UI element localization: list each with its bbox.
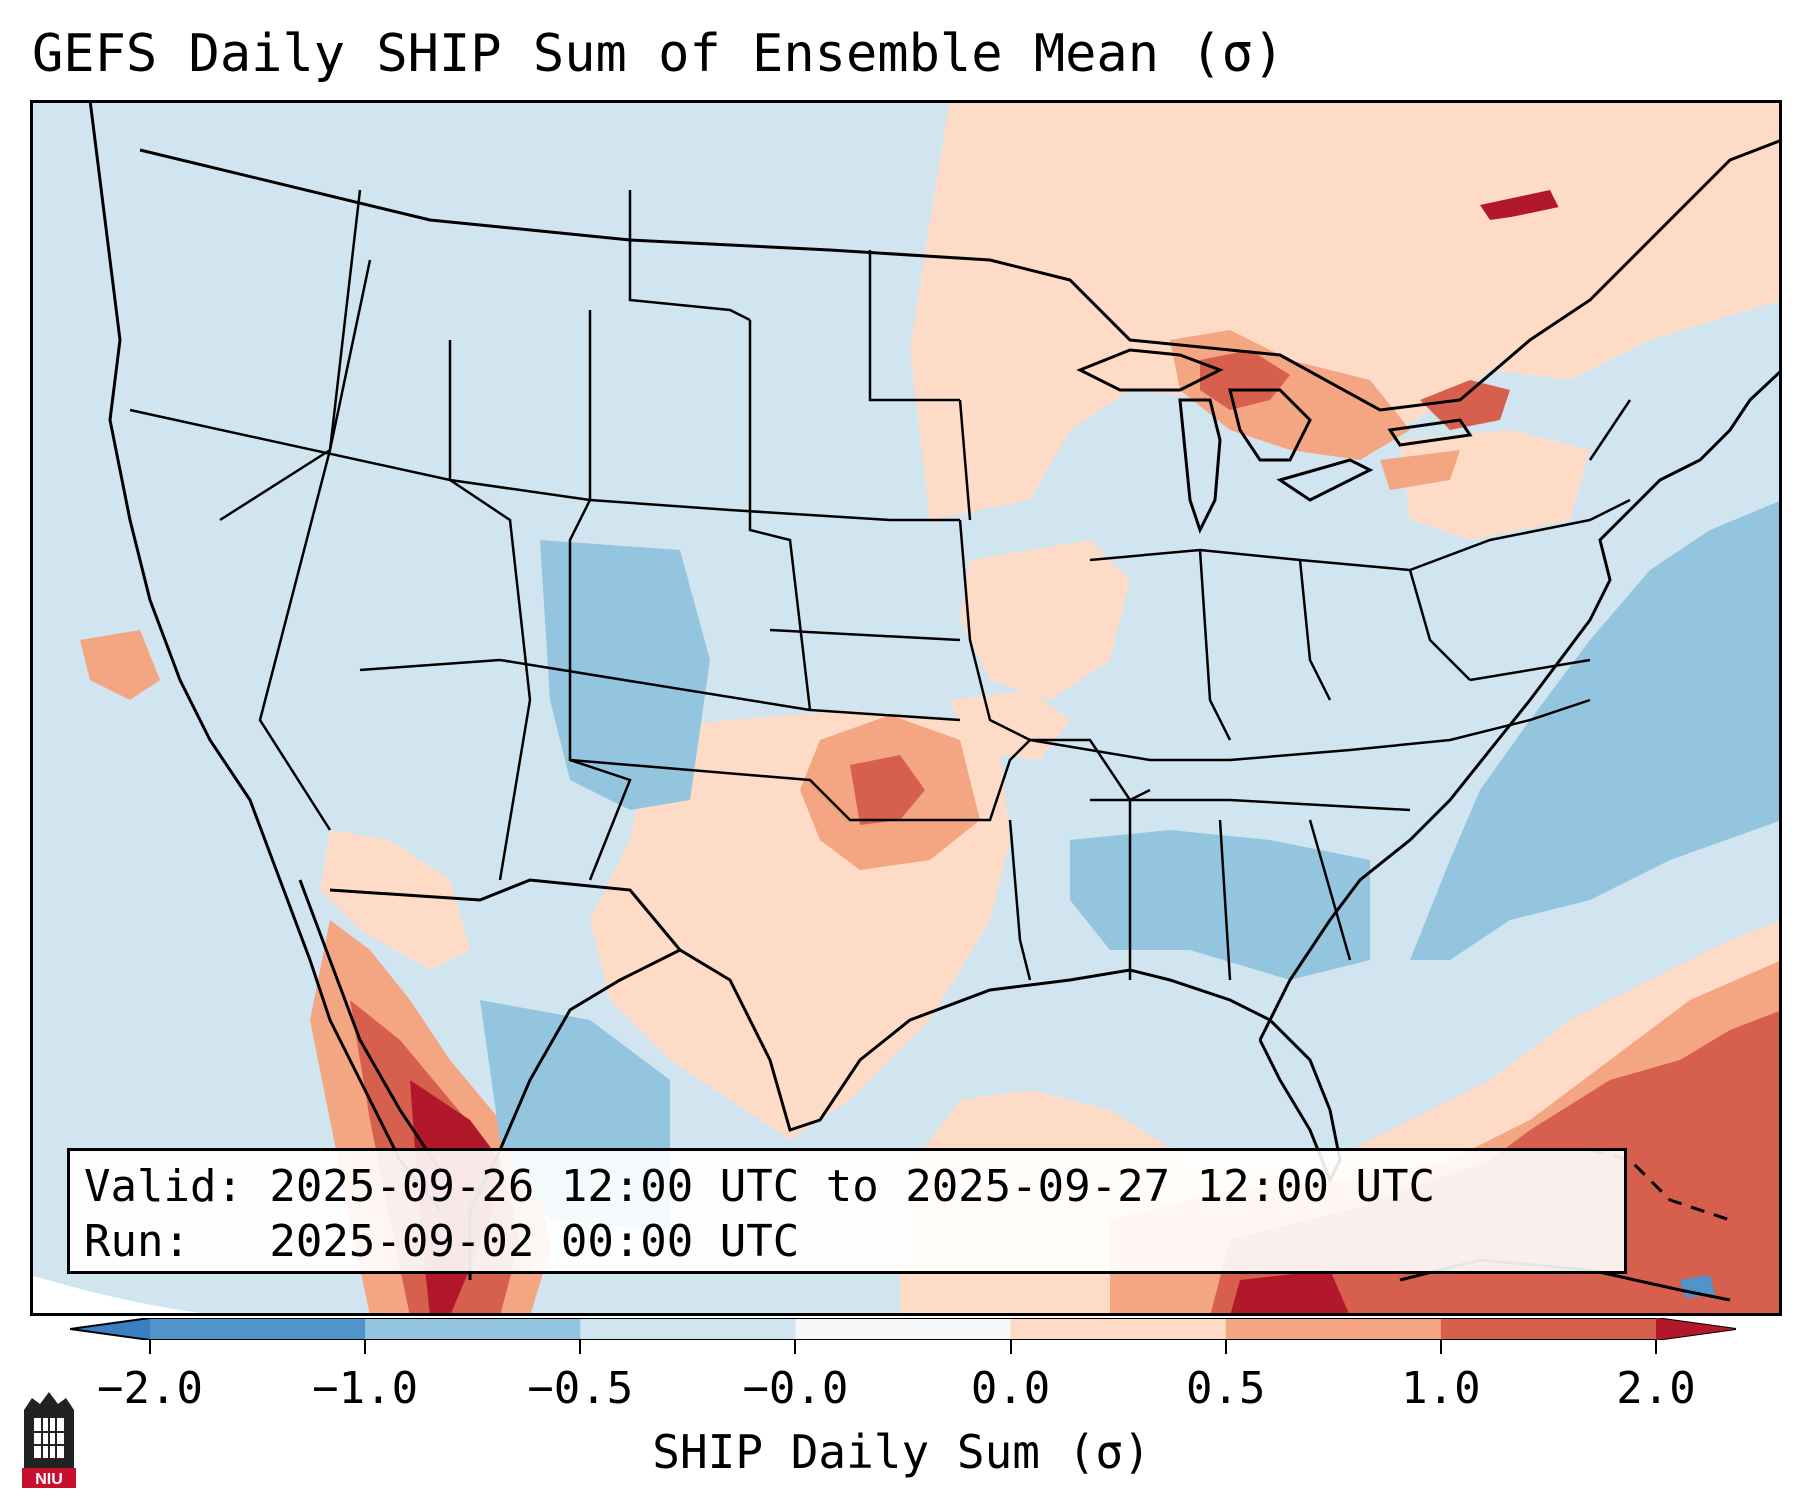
northern-warm-region (910, 100, 1782, 520)
bahamas-outline (1589, 1148, 1731, 1222)
lake-michigan (1178, 398, 1222, 534)
colorbar-tick-mark (1439, 1340, 1442, 1354)
run-line: Run: 2025-09-02 00:00 UTC (84, 1216, 800, 1267)
colorbar-bin (1010, 1318, 1227, 1340)
niu-logo: NIU (22, 1392, 76, 1488)
colorbar-tick-label: 0.0 (970, 1363, 1051, 1414)
colorbar-tick-mark (364, 1340, 367, 1354)
ontario-strong-region (1420, 380, 1510, 430)
colorbar (70, 1318, 1736, 1340)
atlantic-coastline (1258, 368, 1782, 1041)
great-lakes-strong-region (1200, 350, 1290, 410)
colorbar-bin (795, 1318, 1012, 1340)
colorbar-tick-mark (1009, 1340, 1012, 1354)
canada-border (139, 138, 1782, 412)
valid-run-box: Valid: 2025-09-26 12:00 UTC to 2025-09-2… (67, 1148, 1627, 1274)
map-frame (30, 100, 1782, 1316)
colorbar-bin (150, 1318, 366, 1340)
colorbar-bin (1440, 1318, 1657, 1340)
valid-line: Valid: 2025-09-26 12:00 UTC to 2025-09-2… (84, 1161, 1436, 1212)
colorado-negative-region (540, 540, 710, 810)
caribbean-extreme-region (1230, 1270, 1350, 1316)
colorbar-bin (1225, 1318, 1442, 1340)
colorbar-tick-label: −2.0 (97, 1363, 203, 1414)
iowa-warm-region (960, 540, 1130, 700)
colorbar-bin (365, 1318, 581, 1340)
svg-text:NIU: NIU (35, 1471, 63, 1488)
arizona-warm-region (320, 830, 470, 970)
colorbar-tick-label: 0.5 (1185, 1363, 1266, 1414)
atlantic-negative-region (1410, 500, 1782, 960)
colorbar-tick-label: 1.0 (1401, 1363, 1481, 1414)
colorbar-tick-label: 2.0 (1616, 1363, 1696, 1414)
quebec-warm-region (1450, 160, 1782, 380)
state-borders (129, 189, 1632, 981)
projection-edge (30, 1275, 230, 1316)
lake-ontario (1387, 418, 1473, 447)
colorbar-tick-mark (794, 1340, 797, 1354)
colorbar-tick-mark (149, 1340, 151, 1354)
lake-erie (1276, 458, 1374, 502)
colorbar-tick-mark (1655, 1340, 1657, 1354)
colorbar-extend-low (70, 1318, 150, 1340)
kansas-strong-region (850, 755, 925, 825)
lake-ontario-warm-region (1380, 450, 1460, 490)
colorbar-tick-label: −1.0 (312, 1363, 419, 1414)
colorbar-tick-label: −0.5 (527, 1363, 634, 1414)
colorbar-label: SHIP Daily Sum (σ) (652, 1425, 1151, 1479)
colorbar-tick-mark (579, 1340, 582, 1354)
mexico-border (329, 878, 682, 951)
colorbar-bin (580, 1318, 796, 1340)
colorbar-extend-high (1656, 1318, 1736, 1340)
baja-coastline (298, 879, 442, 1171)
map-title: GEFS Daily SHIP Sum of Ensemble Mean (σ) (32, 24, 1285, 84)
map-canvas (30, 100, 1782, 1316)
lake-superior (1076, 348, 1224, 392)
southeast-negative-region (1070, 830, 1370, 980)
colorbar-tick-label: −0.0 (742, 1363, 849, 1414)
lake-huron (1228, 388, 1312, 462)
map-panel (30, 100, 1782, 1316)
pacific-warm-spot (80, 630, 160, 700)
colorbar-tick-mark (1224, 1340, 1227, 1354)
pacific-coastline (88, 100, 442, 1211)
